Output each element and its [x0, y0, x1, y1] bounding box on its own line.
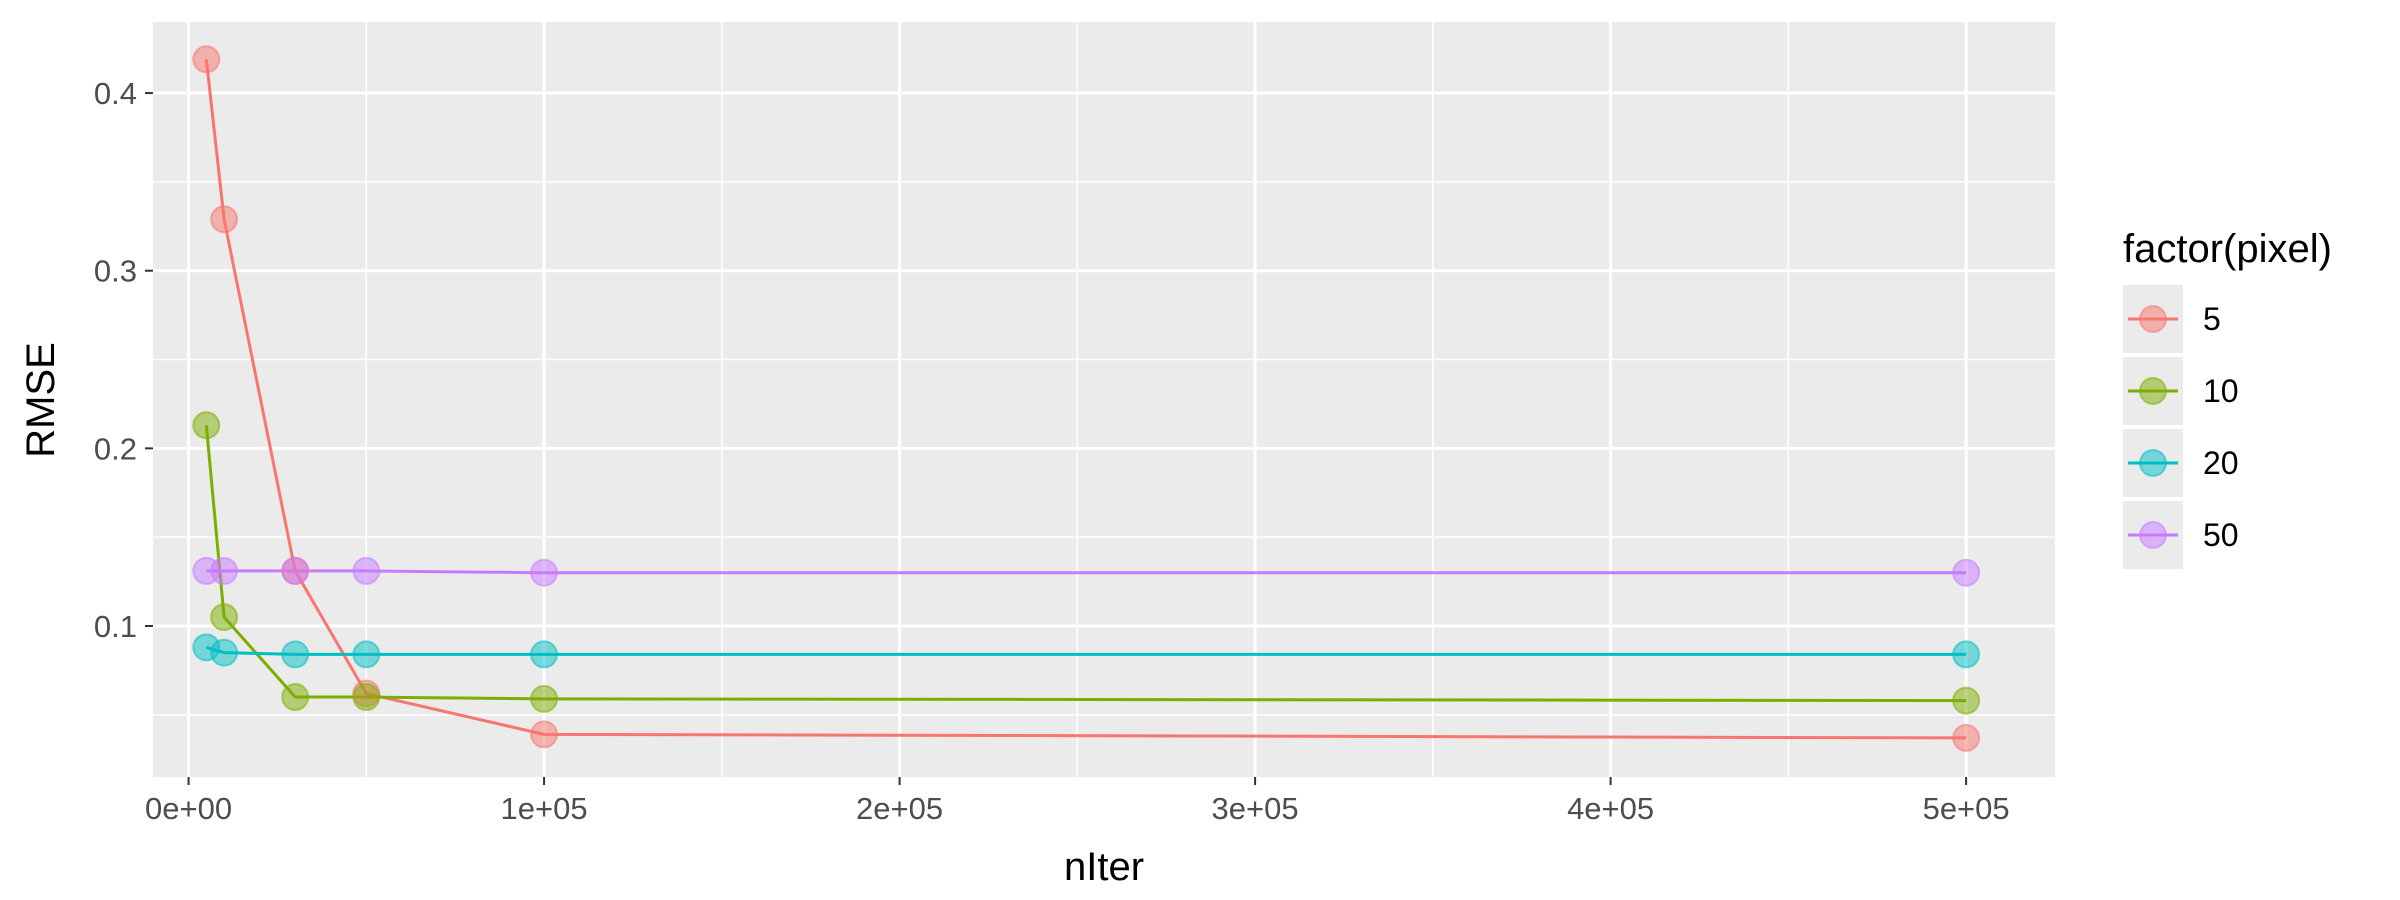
data-point-50	[281, 556, 310, 585]
data-point-5	[210, 205, 239, 234]
y-tick-label: 0.4	[94, 76, 137, 111]
legend-label: 10	[2203, 373, 2239, 409]
legend-label: 20	[2203, 445, 2239, 481]
data-point-20	[210, 638, 239, 667]
legend-title: factor(pixel)	[2123, 227, 2332, 271]
data-point-5	[530, 720, 559, 749]
x-tick-label: 5e+05	[1923, 791, 2010, 826]
data-point-50	[210, 556, 239, 585]
grid-minor	[153, 22, 2055, 777]
data-point-10	[352, 683, 381, 712]
data-point-20	[352, 640, 381, 669]
grid-major	[153, 22, 2055, 777]
y-tick-label: 0.2	[94, 431, 137, 466]
data-point-10	[192, 411, 221, 440]
x-axis: 0e+00 1e+05 2e+05 3e+05 4e+05 5e+05	[145, 777, 2010, 826]
x-tick-label: 0e+00	[145, 791, 232, 826]
legend-key-point	[2139, 377, 2167, 405]
data-point-20	[1952, 640, 1981, 669]
legend-label: 5	[2203, 301, 2221, 337]
data-point-20	[530, 640, 559, 669]
x-tick-label: 1e+05	[501, 791, 588, 826]
legend: factor(pixel) 5 10 20 50	[2123, 227, 2332, 569]
series-line-5	[204, 59, 1967, 740]
data-point-10	[281, 683, 310, 712]
series-points	[192, 45, 1981, 752]
y-tick-label: 0.1	[94, 609, 137, 644]
data-point-5	[1952, 723, 1981, 752]
data-point-10	[210, 603, 239, 632]
data-point-5	[192, 45, 221, 74]
data-point-50	[1952, 558, 1981, 587]
legend-key-point	[2139, 449, 2167, 477]
data-point-50	[530, 558, 559, 587]
y-axis: 0.1 0.2 0.3 0.4	[94, 76, 153, 644]
x-tick-label: 3e+05	[1212, 791, 1299, 826]
data-point-10	[530, 684, 559, 713]
data-point-20	[281, 640, 310, 669]
legend-key-point	[2139, 305, 2167, 333]
legend-key-point	[2139, 521, 2167, 549]
series-line-10	[204, 425, 1967, 703]
x-tick-label: 2e+05	[856, 791, 943, 826]
x-axis-title: nIter	[1064, 845, 1144, 889]
y-axis-title: RMSE	[19, 342, 63, 458]
x-tick-label: 4e+05	[1567, 791, 1654, 826]
data-point-50	[352, 556, 381, 585]
legend-label: 50	[2203, 517, 2239, 553]
y-tick-label: 0.3	[94, 254, 137, 289]
legend-items: 5 10 20 50	[2123, 285, 2239, 569]
plot-panel	[153, 22, 2055, 777]
data-point-10	[1952, 686, 1981, 715]
